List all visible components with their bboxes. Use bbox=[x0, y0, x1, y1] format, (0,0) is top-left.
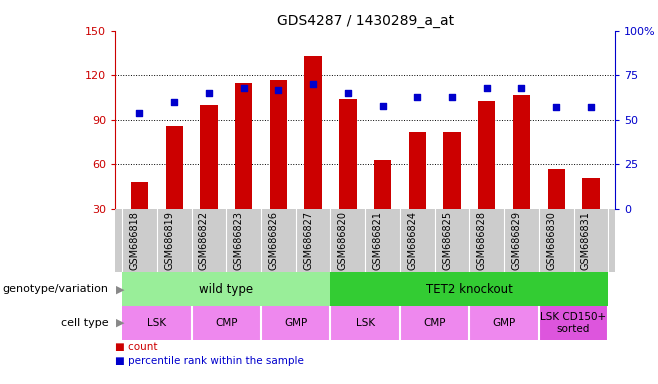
Bar bbox=[469, 306, 539, 340]
Text: LSK CD150+
sorted: LSK CD150+ sorted bbox=[540, 312, 607, 334]
Bar bbox=[191, 306, 261, 340]
Bar bbox=[478, 101, 495, 253]
Text: GSM686824: GSM686824 bbox=[407, 211, 417, 270]
Point bbox=[517, 84, 527, 91]
Title: GDS4287 / 1430289_a_at: GDS4287 / 1430289_a_at bbox=[276, 14, 454, 28]
Bar bbox=[582, 178, 599, 253]
Bar bbox=[374, 160, 392, 253]
Bar bbox=[400, 306, 469, 340]
Text: GSM686831: GSM686831 bbox=[581, 211, 591, 270]
Point bbox=[343, 90, 353, 96]
Text: GSM686828: GSM686828 bbox=[477, 211, 487, 270]
Point bbox=[238, 84, 249, 91]
Text: LSK: LSK bbox=[147, 318, 166, 328]
Text: GSM686818: GSM686818 bbox=[130, 211, 139, 270]
Text: GSM686820: GSM686820 bbox=[338, 211, 348, 270]
Bar bbox=[443, 132, 461, 253]
Bar bbox=[339, 99, 357, 253]
Point bbox=[447, 94, 457, 100]
Text: genotype/variation: genotype/variation bbox=[3, 284, 109, 294]
Text: GSM686821: GSM686821 bbox=[372, 211, 382, 270]
Point bbox=[169, 99, 180, 105]
Bar bbox=[131, 182, 148, 253]
Text: GSM686819: GSM686819 bbox=[164, 211, 174, 270]
Bar bbox=[270, 80, 287, 253]
Point bbox=[412, 94, 422, 100]
Bar bbox=[200, 105, 218, 253]
Text: CMP: CMP bbox=[215, 318, 238, 328]
Text: wild type: wild type bbox=[199, 283, 253, 296]
Point bbox=[482, 84, 492, 91]
Bar bbox=[330, 306, 400, 340]
Text: ▶: ▶ bbox=[116, 318, 125, 328]
Bar bbox=[547, 169, 565, 253]
Bar bbox=[122, 306, 191, 340]
Bar bbox=[513, 94, 530, 253]
Point bbox=[586, 104, 596, 111]
Text: GSM686826: GSM686826 bbox=[268, 211, 278, 270]
Text: ■ count: ■ count bbox=[115, 342, 158, 352]
Text: GSM686830: GSM686830 bbox=[546, 211, 556, 270]
Text: GSM686822: GSM686822 bbox=[199, 211, 209, 270]
Text: TET2 knockout: TET2 knockout bbox=[426, 283, 513, 296]
Text: CMP: CMP bbox=[423, 318, 446, 328]
Point bbox=[551, 104, 561, 111]
Text: ▶: ▶ bbox=[116, 284, 125, 294]
Bar bbox=[122, 272, 330, 306]
Bar bbox=[539, 306, 608, 340]
Bar bbox=[166, 126, 183, 253]
Text: GSM686823: GSM686823 bbox=[234, 211, 243, 270]
Text: GSM686829: GSM686829 bbox=[511, 211, 522, 270]
Text: LSK: LSK bbox=[355, 318, 375, 328]
Bar bbox=[330, 272, 608, 306]
Text: GSM686827: GSM686827 bbox=[303, 211, 313, 270]
Bar bbox=[261, 306, 330, 340]
Text: ■ percentile rank within the sample: ■ percentile rank within the sample bbox=[115, 356, 304, 366]
Point bbox=[308, 81, 318, 87]
Bar bbox=[409, 132, 426, 253]
Bar bbox=[235, 83, 252, 253]
Text: GMP: GMP bbox=[284, 318, 307, 328]
Point bbox=[204, 90, 215, 96]
Text: GMP: GMP bbox=[492, 318, 516, 328]
Text: GSM686825: GSM686825 bbox=[442, 211, 452, 270]
Bar bbox=[305, 56, 322, 253]
Point bbox=[134, 109, 145, 116]
Point bbox=[377, 103, 388, 109]
Point bbox=[273, 86, 284, 93]
Text: cell type: cell type bbox=[61, 318, 109, 328]
